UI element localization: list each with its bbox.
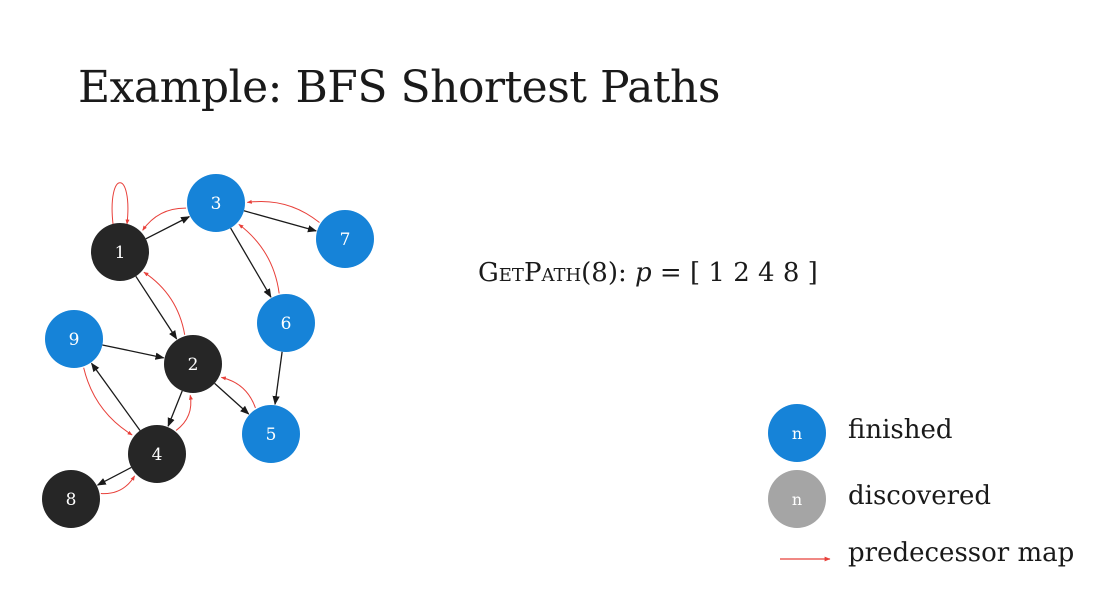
- getpath-var: p: [635, 258, 652, 288]
- node-9-label: 9: [69, 330, 80, 350]
- node-8: 8: [42, 470, 100, 528]
- pred-edge-3-1: [142, 207, 187, 231]
- node-4-circle: [128, 425, 186, 483]
- legend-predecessor-label: predecessor map: [848, 538, 1075, 568]
- pred-edge-1-1: [111, 182, 130, 225]
- node-7-label: 7: [340, 230, 351, 250]
- pred-edge-2-1: [143, 271, 186, 335]
- node-2-label: 2: [188, 355, 199, 375]
- getpath-func-first: G: [478, 258, 499, 288]
- pred-edge-7-3: [246, 199, 320, 223]
- getpath-func-rest2: ATH: [541, 265, 582, 286]
- node-5-circle: [242, 405, 300, 463]
- getpath-value: = [ 1 2 4 8 ]: [651, 258, 818, 288]
- node-8-label: 8: [66, 490, 77, 510]
- node-9-circle: [45, 310, 103, 368]
- node-7-circle: [316, 210, 374, 268]
- node-6-circle: [257, 294, 315, 352]
- legend-discovered-circle: n: [768, 470, 826, 528]
- edge-2-4: [167, 390, 183, 427]
- legend-predecessor-arrow: [780, 556, 831, 562]
- legend-discovered-label: discovered: [848, 481, 992, 511]
- pred-edge-4-2: [175, 394, 193, 431]
- legend-finished-circle: n: [768, 404, 826, 462]
- edge-4-8: [96, 466, 132, 486]
- legend-finished-label: finished: [848, 415, 953, 445]
- slide-title: Example: BFS Shortest Paths: [78, 62, 720, 113]
- bfs-graph: 1 2 3 4 5 6 7 8 9: [42, 174, 374, 528]
- node-1-label: 1: [115, 243, 126, 263]
- node-3-circle: [187, 174, 245, 232]
- node-1-circle: [91, 223, 149, 281]
- edge-2-5: [214, 382, 250, 415]
- pred-edge-5-2: [220, 376, 256, 409]
- node-5-label: 5: [266, 425, 277, 445]
- getpath-expression: GETPATH(8): p = [ 1 2 4 8 ]: [478, 258, 818, 288]
- edge-3-7: [243, 210, 317, 233]
- graph-nodes: 1 2 3 4 5 6 7 8 9: [42, 174, 374, 528]
- getpath-func-mid: P: [523, 258, 542, 288]
- edge-6-5: [272, 351, 283, 406]
- edge-1-3: [145, 216, 191, 240]
- edge-9-2: [102, 344, 165, 360]
- node-7: 7: [316, 210, 374, 268]
- node-2-circle: [164, 335, 222, 393]
- edge-3-6: [230, 227, 272, 298]
- node-9: 9: [45, 310, 103, 368]
- getpath-args: (8):: [581, 258, 636, 288]
- edge-4-9: [91, 362, 141, 431]
- node-6-label: 6: [281, 314, 292, 334]
- predecessor-edges: [83, 182, 320, 495]
- node-8-circle: [42, 470, 100, 528]
- edge-1-2: [135, 275, 178, 340]
- node-4: 4: [128, 425, 186, 483]
- pred-edge-6-3: [238, 223, 280, 294]
- graph-edges: [91, 210, 317, 486]
- pred-edge-8-4: [100, 475, 136, 495]
- pred-edge-9-4: [83, 367, 133, 436]
- getpath-func-rest1: ET: [498, 265, 524, 286]
- node-2: 2: [164, 335, 222, 393]
- node-6: 6: [257, 294, 315, 352]
- node-3-label: 3: [211, 194, 222, 214]
- node-3: 3: [187, 174, 245, 232]
- node-5: 5: [242, 405, 300, 463]
- node-1: 1: [91, 223, 149, 281]
- node-4-label: 4: [152, 445, 163, 465]
